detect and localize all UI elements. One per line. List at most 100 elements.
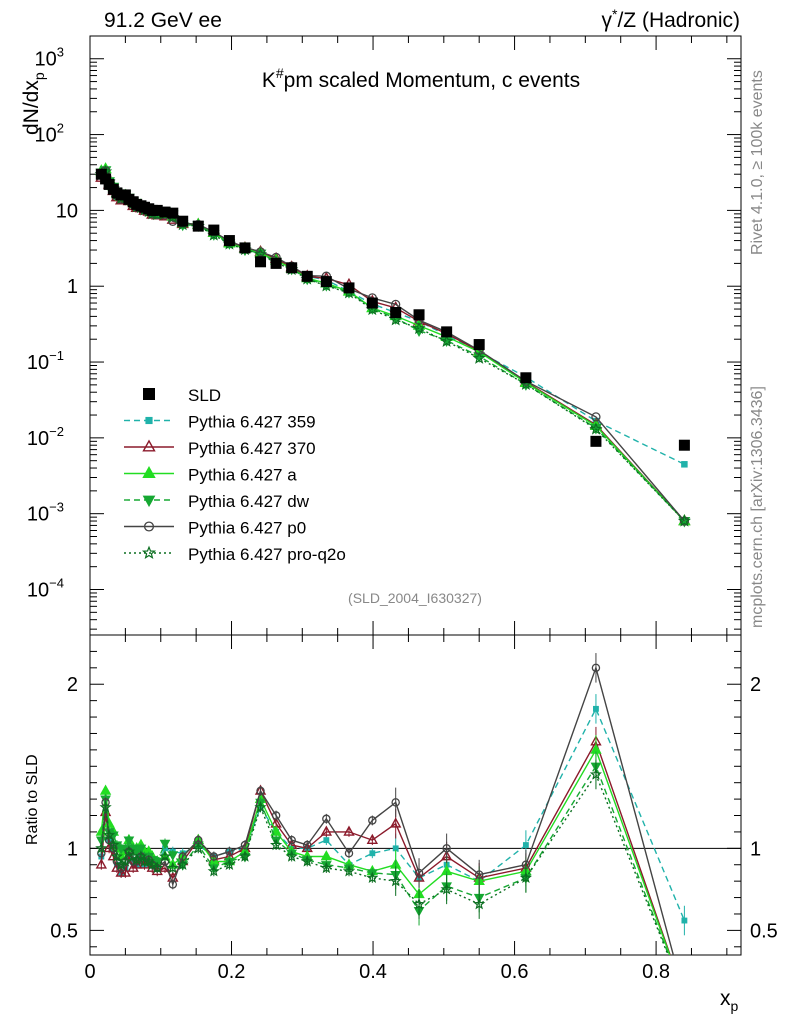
ratio-point [110, 850, 123, 862]
sld-data-point [590, 435, 602, 447]
ratio-line [100, 773, 669, 955]
mcplots-label: mcplots.cern.ch [arXiv:1306.3436] [749, 386, 766, 628]
ratio-point [680, 991, 689, 1000]
ratio-series-pythia-6-427-p0 [97, 653, 688, 999]
legend-marker [142, 439, 156, 452]
ratio-point [680, 993, 689, 1001]
ratio-point [301, 855, 314, 867]
sld-data-point [208, 224, 220, 236]
ratio-point [135, 844, 147, 855]
ratio-point [589, 768, 602, 780]
x-tick-label: 0 [84, 961, 95, 983]
ratio-point [320, 825, 333, 836]
sld-data-point [520, 372, 532, 384]
legend-marker [142, 466, 156, 479]
ratio-point [225, 847, 234, 856]
sld-data-point [678, 439, 690, 451]
ratio-point [366, 871, 379, 884]
ratio-line [100, 739, 671, 955]
ratio-point [320, 861, 333, 874]
data-point [681, 461, 688, 468]
legend-item: Pythia 6.427 dw [124, 492, 310, 511]
ratio-y-tick-label: 2 [67, 674, 78, 696]
ratio-point [130, 853, 143, 865]
ratio-line [100, 707, 686, 921]
ratio-point [285, 850, 298, 862]
ratio-y-tick-label-right: 1 [750, 838, 761, 860]
sld-data-point [286, 262, 298, 274]
main-plot-series [94, 162, 692, 528]
ratio-point [680, 991, 689, 999]
sld-data-point [177, 215, 189, 227]
ratio-point [168, 880, 178, 889]
header-left: 91.2 GeV ee [104, 9, 222, 32]
ratio-point [102, 828, 116, 841]
ratio-point [209, 852, 219, 861]
ratio-point [99, 784, 112, 795]
sld-data-point [239, 242, 251, 254]
ratio-point [122, 845, 136, 857]
sld-data-point [159, 206, 171, 218]
ratio-point [681, 992, 688, 999]
data-point [472, 351, 486, 364]
ratio-plot-series [95, 653, 689, 1001]
legend: SLD Pythia 6.427 359 Pythia 6.427 370 Pythi… [124, 386, 346, 564]
x-tick-label: 0.6 [501, 961, 529, 983]
ratio-point [302, 840, 312, 850]
legend-label: SLD [188, 386, 221, 405]
ratio-point [343, 825, 355, 836]
ratio-point [414, 868, 424, 878]
ratio-point [107, 838, 120, 851]
ratio-point [474, 870, 484, 879]
data-point [412, 321, 426, 335]
sld-data-point [301, 270, 313, 282]
main-y-tick-label: 10−3 [27, 500, 64, 526]
ratio-point [123, 836, 135, 847]
ratio-point [176, 858, 189, 870]
ratio-y-tick-label: 1 [67, 838, 78, 860]
ratio-point [368, 816, 377, 825]
legend-item: Pythia 6.427 a [124, 466, 297, 485]
ratio-point [440, 882, 453, 895]
main-y-tick-label: 102 [35, 121, 64, 147]
legend-label: Pythia 6.427 a [188, 466, 297, 485]
ratio-point [593, 705, 599, 712]
ratio-point [119, 866, 132, 877]
series-line [100, 169, 685, 522]
header-right: γ*/Z (Hadronic) [602, 6, 740, 32]
data-point [589, 422, 603, 435]
sld-data-point [192, 220, 204, 232]
ratio-point [322, 814, 331, 824]
main-y-tick-label: 10−2 [27, 424, 64, 450]
main-y-axis-label: dN/dxp [20, 72, 47, 135]
legend-item: SLD [143, 386, 221, 405]
main-y-tick-label: 10−4 [27, 576, 64, 602]
ratio-point [159, 839, 171, 850]
legend-marker [141, 545, 157, 560]
ratio-point [389, 874, 402, 887]
ratio-line [100, 665, 675, 955]
ratio-point [99, 800, 112, 813]
legend-label: Pythia 6.427 359 [188, 413, 316, 432]
ratio-point [519, 871, 532, 884]
ratio-point [442, 844, 451, 853]
rivet-version-label: Rivet 4.1.0, ≥ 100k events [749, 70, 766, 255]
data-point [389, 312, 403, 326]
ratio-point [522, 842, 529, 848]
ratio-point [95, 836, 107, 847]
ratio-point [342, 864, 356, 877]
sld-data-point [343, 282, 355, 294]
ratio-point [369, 850, 376, 857]
x-tick-label: 0.8 [642, 961, 670, 983]
main-y-tick-label: 10−1 [27, 348, 64, 374]
legend-item: Pythia 6.427 p0 [124, 519, 306, 538]
x-tick-label: 0.2 [218, 961, 246, 983]
ratio-point [127, 861, 139, 872]
legend-item: Pythia 6.427 pro-q2o [124, 545, 346, 564]
chart-title: K#pm scaled Momentum, c events [262, 65, 580, 92]
data-point [439, 334, 454, 347]
sld-data-point [151, 204, 163, 216]
x-axis-ticks: 0 0.2 0.4 0.6 0.8 [84, 36, 728, 983]
